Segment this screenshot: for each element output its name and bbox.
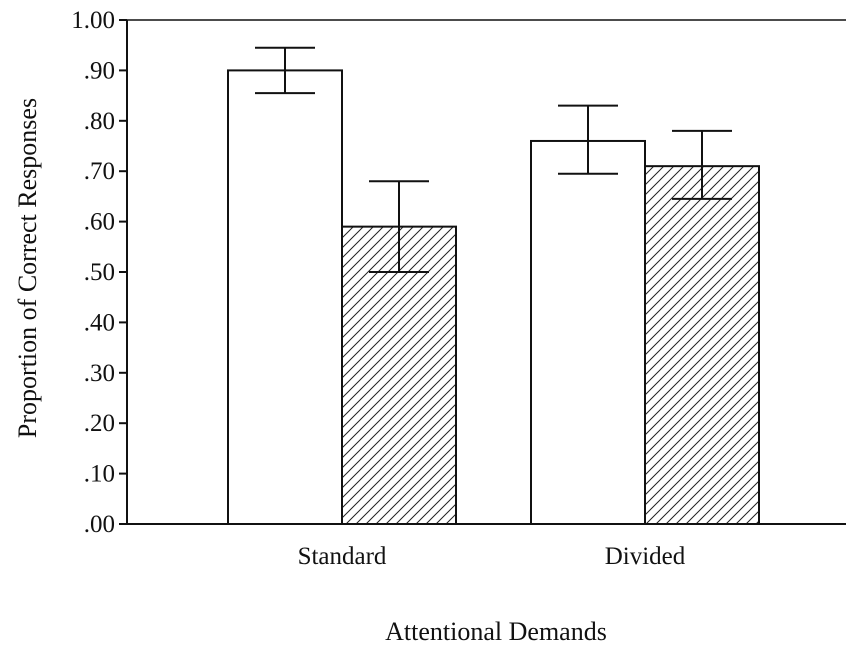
x-axis-title: Attentional Demands	[385, 617, 607, 646]
y-tick-label: .20	[84, 410, 115, 437]
bar	[644, 165, 760, 525]
y-axis-title: Proportion of Correct Responses	[13, 98, 42, 438]
y-tick-label: .70	[84, 158, 115, 185]
y-tick-label: .90	[84, 57, 115, 84]
x-category-label: Standard	[298, 543, 387, 570]
y-tick-label: .10	[84, 461, 115, 488]
bar	[227, 69, 343, 526]
axes: .00 .10 .20 .30 .40 .50 .60 .70 .80 .90 1.00	[71, 7, 846, 538]
y-tick-label: .00	[84, 511, 115, 538]
labels: Attentional Demands Proportion of Correc…	[13, 98, 607, 646]
y-tick-label: .50	[84, 259, 115, 286]
bars: Standard Divided	[227, 46, 760, 570]
bar	[530, 139, 646, 526]
y-tick-label: .30	[84, 360, 115, 387]
y-tick-label: .80	[84, 108, 115, 135]
y-tick-label: .40	[84, 309, 115, 336]
x-category-label: Divided	[605, 543, 686, 570]
bar	[341, 225, 457, 525]
y-tick-label: .60	[84, 209, 115, 236]
y-tick-label: 1.00	[71, 7, 115, 34]
